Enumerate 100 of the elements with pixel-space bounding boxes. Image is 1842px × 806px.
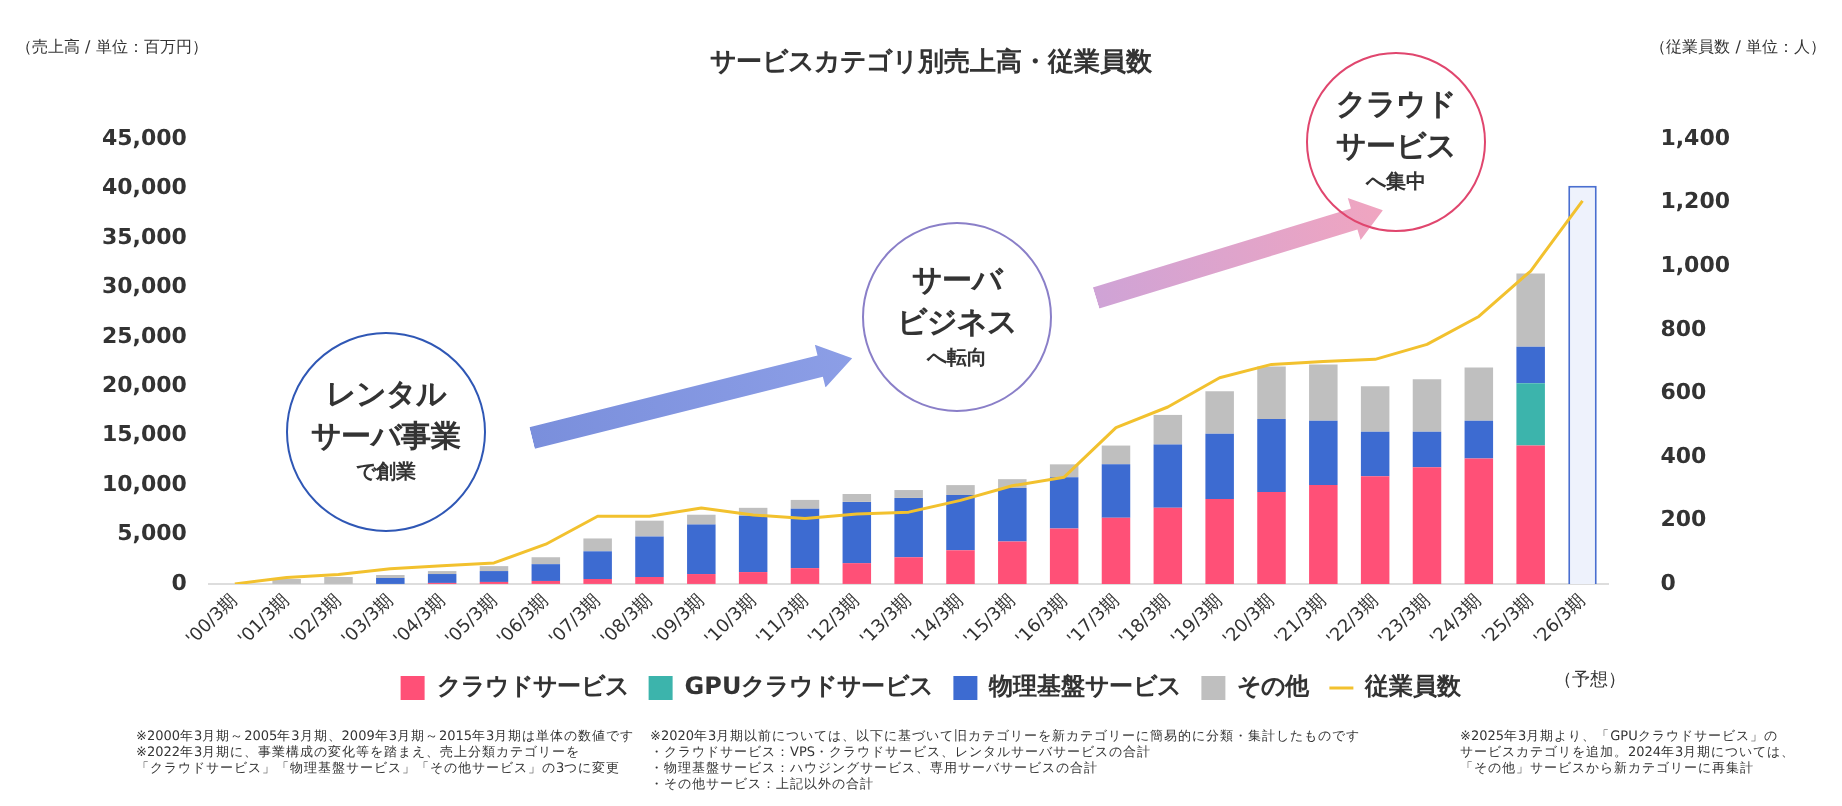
legend-label: 物理基盤サービス (987, 672, 1182, 701)
y-tick-label: 15,000 (101, 421, 188, 448)
bar (1101, 517, 1131, 584)
y-tick-label: 20,000 (101, 371, 188, 398)
bar (1516, 273, 1545, 347)
bar (842, 501, 872, 564)
bar (1257, 366, 1286, 419)
y2-tick-label: 200 (1660, 506, 1708, 533)
y-tick-label: 40,000 (101, 174, 188, 201)
bar (842, 563, 872, 584)
annotation: へ集中 (1366, 169, 1426, 198)
bar (1309, 485, 1338, 584)
bar (790, 568, 820, 584)
bar (583, 578, 612, 584)
bar (1464, 458, 1494, 584)
bar (687, 574, 716, 584)
text: （予想） (1554, 668, 1627, 691)
bar (894, 557, 923, 584)
bar (1412, 431, 1442, 468)
y-tick-label: 5,000 (117, 520, 188, 547)
bar (894, 490, 923, 498)
bar (738, 515, 768, 573)
bar (1101, 445, 1131, 465)
bar (635, 536, 664, 577)
y-tick-label: 45,000 (101, 124, 188, 151)
bar (1309, 420, 1338, 486)
bar (687, 514, 716, 525)
annotation: ビジネス (897, 301, 1017, 343)
y2-tick-label: 1,000 (1660, 251, 1731, 278)
bar (790, 499, 820, 509)
bar (1205, 433, 1234, 499)
annotation: サービス (1336, 126, 1456, 168)
bar (1412, 467, 1442, 584)
bar (946, 485, 975, 495)
y2-tick-label: 1,200 (1660, 188, 1731, 215)
bar (998, 488, 1027, 542)
bar (531, 557, 561, 565)
bar (946, 550, 975, 584)
bar (272, 578, 301, 584)
bar (1516, 383, 1545, 446)
bar (1464, 367, 1494, 421)
bar (1153, 444, 1183, 508)
circle-outline: クラウド サービス へ集中 (1306, 52, 1486, 232)
y2-tick-label: 600 (1660, 379, 1708, 406)
bar (1257, 418, 1286, 493)
annotation: サーバ (912, 259, 1002, 301)
y2-tick-label: 800 (1660, 315, 1708, 342)
bar (583, 538, 612, 552)
y-tick-label: 10,000 (101, 470, 188, 497)
bar (1360, 476, 1390, 584)
bar (1205, 391, 1234, 434)
bar (1049, 528, 1079, 584)
annotation: で創業 (356, 459, 416, 488)
bar (427, 574, 457, 583)
y-tick-label: 30,000 (101, 273, 188, 300)
chart-title: サービスカテゴリ別売上高・従業員数 (710, 46, 1154, 79)
bar (1205, 498, 1234, 584)
y2-axis-title: （従業員数 / 単位：人） (1650, 36, 1826, 58)
bar (1360, 431, 1390, 477)
bar (1049, 477, 1079, 529)
y-tick-label: 0 (171, 569, 188, 596)
circle-outline: レンタル サーバ事業 で創業 (286, 332, 486, 532)
bar (324, 577, 353, 584)
bar (1309, 364, 1338, 421)
y-tick-label: 35,000 (101, 223, 188, 250)
annotation: サーバ事業 (311, 416, 461, 458)
bar (687, 524, 716, 575)
legend-label: クラウドサービス (436, 672, 629, 701)
bar (790, 508, 820, 569)
y2-tick-label: 1,400 (1660, 124, 1731, 151)
bar (1516, 346, 1545, 384)
y2-tick-label: 400 (1660, 442, 1708, 469)
bar (1153, 507, 1183, 584)
bar (1464, 420, 1494, 459)
bar (738, 572, 768, 584)
bar (583, 551, 612, 579)
bar (635, 577, 664, 584)
bar (1153, 414, 1183, 445)
bar (479, 571, 509, 582)
annotation: へ転向 (927, 345, 987, 373)
bar (894, 497, 923, 558)
bar (842, 493, 872, 502)
y-axis-title: （売上高 / 単位：百万円） (16, 36, 208, 58)
bar (1360, 386, 1390, 432)
bar (1257, 492, 1286, 584)
bar (1516, 445, 1545, 584)
legend-label: GPUクラウドサービス (684, 672, 934, 701)
bar (531, 564, 561, 581)
y2-tick-label: 0 (1660, 569, 1677, 596)
circle-outline: サーバ ビジネス へ転向 (862, 222, 1052, 412)
bar (1101, 464, 1131, 518)
bar (635, 520, 664, 537)
bar (479, 566, 509, 572)
bar (376, 577, 405, 584)
legend-label: その他 (1237, 672, 1312, 701)
legend-label: 従業員数 (1363, 672, 1464, 701)
bar (998, 541, 1027, 584)
bar (1412, 379, 1442, 432)
bar (946, 494, 975, 551)
annotation: レンタル (326, 374, 446, 416)
